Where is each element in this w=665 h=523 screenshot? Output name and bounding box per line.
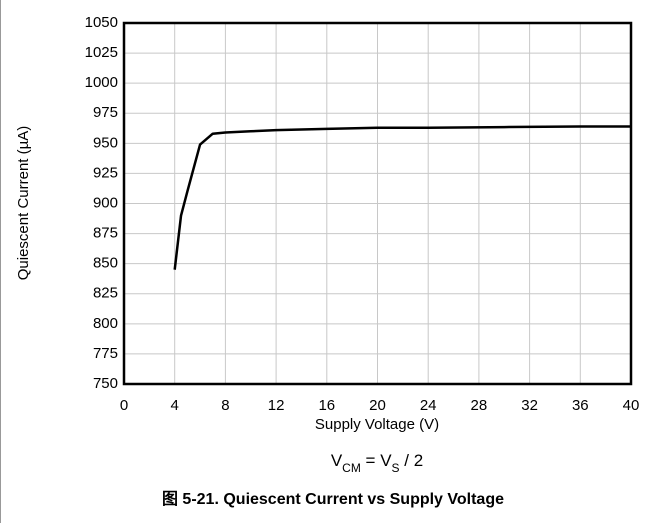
annotation-part: = V [361,451,392,470]
x-axis-label: Supply Voltage (V) [315,416,439,433]
x-tick-label: 32 [521,397,538,414]
annotation-part: V [331,451,343,470]
x-tick-label: 16 [318,397,335,414]
y-tick-label: 750 [93,375,118,392]
x-tick-label: 28 [471,397,488,414]
y-tick-label: 875 [93,225,118,242]
y-tick-label: 850 [93,255,118,272]
caption: 图 5-21. Quiescent Current vs Supply Volt… [162,490,504,508]
x-tick-label: 24 [420,397,437,414]
y-tick-label: 900 [93,194,118,211]
x-tick-label: 8 [221,397,229,414]
x-tick-label: 0 [120,397,128,414]
data-line [173,125,631,270]
y-tick-label: 1050 [85,14,118,31]
x-tick-label: 12 [268,397,285,414]
annotation-part: CM [342,461,361,475]
y-tick-label: 925 [93,164,118,181]
x-tick-label: 36 [572,397,589,414]
x-tick-label: 40 [623,397,640,414]
y-tick-label: 950 [93,134,118,151]
plot-border [122,21,633,386]
y-tick-label: 975 [93,104,118,121]
annotation: VCM = VS / 2 [331,451,423,475]
annotation-part: / 2 [400,451,424,470]
y-tick-label: 775 [93,345,118,362]
y-axis-label: Quiescent Current (µA) [15,126,32,281]
x-tick-label: 4 [171,397,179,414]
y-tick-label: 825 [93,285,118,302]
y-tick-label: 800 [93,315,118,332]
y-tick-label: 1025 [85,44,118,61]
annotation-part: S [392,461,400,475]
x-tick-label: 20 [369,397,386,414]
y-tick-label: 1000 [85,74,118,91]
